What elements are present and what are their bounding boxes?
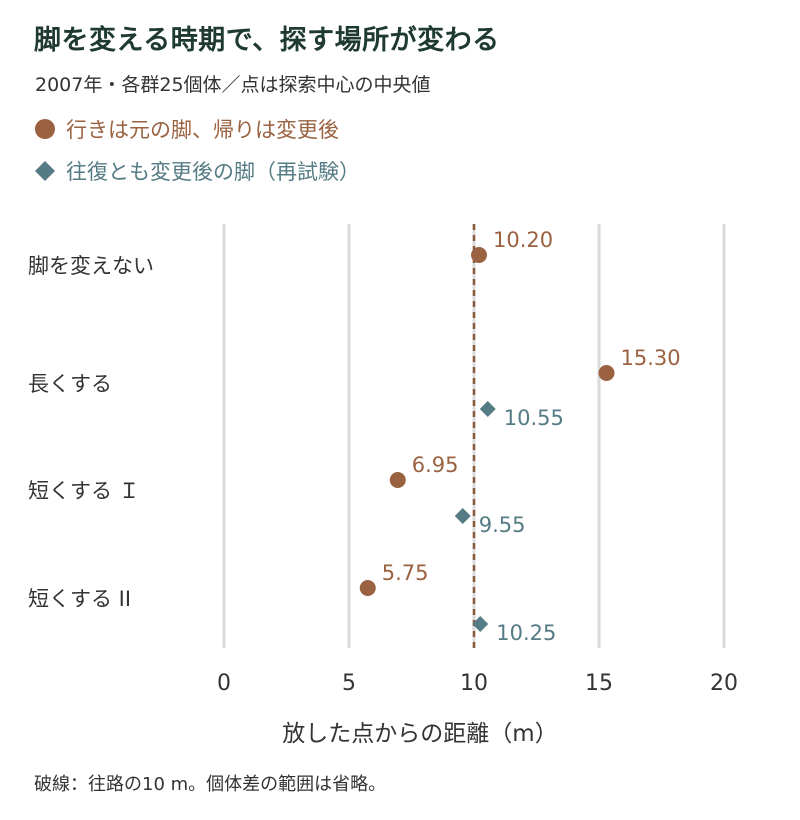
data-point-circle bbox=[598, 365, 615, 381]
diamond-marker-icon bbox=[35, 161, 55, 181]
circle-marker-icon bbox=[35, 119, 55, 139]
chart-title: 脚を変える時期で、探す場所が変わる bbox=[34, 25, 500, 56]
data-label: 9.55 bbox=[479, 513, 526, 537]
chart-caption: 破線：往路の10 m。個体差の範囲は省略。 bbox=[34, 774, 387, 795]
data-label: 10.25 bbox=[496, 621, 556, 645]
data-point-circle bbox=[359, 580, 376, 596]
legend-label: 行きは元の脚、帰りは変更後 bbox=[66, 118, 339, 142]
legend-label: 往復とも変更後の脚（再試験） bbox=[66, 160, 360, 184]
data-label: 6.95 bbox=[412, 453, 459, 477]
category-label: 脚を変えない bbox=[28, 254, 154, 278]
data-label: 15.30 bbox=[621, 346, 681, 370]
x-tick-label: 20 bbox=[710, 671, 738, 696]
x-tick-label: 0 bbox=[217, 671, 231, 696]
data-point-circle bbox=[389, 472, 406, 488]
legend-item-original-leg: 行きは元の脚、帰りは変更後 bbox=[34, 114, 339, 144]
category-label: 短くする II bbox=[28, 587, 131, 611]
data-label: 10.55 bbox=[504, 406, 564, 430]
x-axis-label: 放した点からの距離（m） bbox=[282, 721, 557, 747]
data-point-diamond bbox=[472, 616, 489, 632]
data-label: 10.20 bbox=[493, 228, 553, 252]
data-point-diamond bbox=[454, 508, 471, 524]
legend-item-modified-leg: 往復とも変更後の脚（再試験） bbox=[34, 156, 360, 186]
x-tick-label: 15 bbox=[585, 671, 613, 696]
chart-subtitle: 2007年・各群25個体／点は探索中心の中央値 bbox=[35, 74, 431, 96]
x-tick-label: 5 bbox=[342, 671, 356, 696]
data-label: 5.75 bbox=[382, 561, 429, 585]
data-point-diamond bbox=[479, 401, 496, 417]
data-point-circle bbox=[471, 247, 487, 263]
x-tick-label: 10 bbox=[460, 671, 488, 696]
category-label: 短くする Ｉ bbox=[28, 479, 140, 503]
category-label: 長くする bbox=[28, 372, 112, 396]
